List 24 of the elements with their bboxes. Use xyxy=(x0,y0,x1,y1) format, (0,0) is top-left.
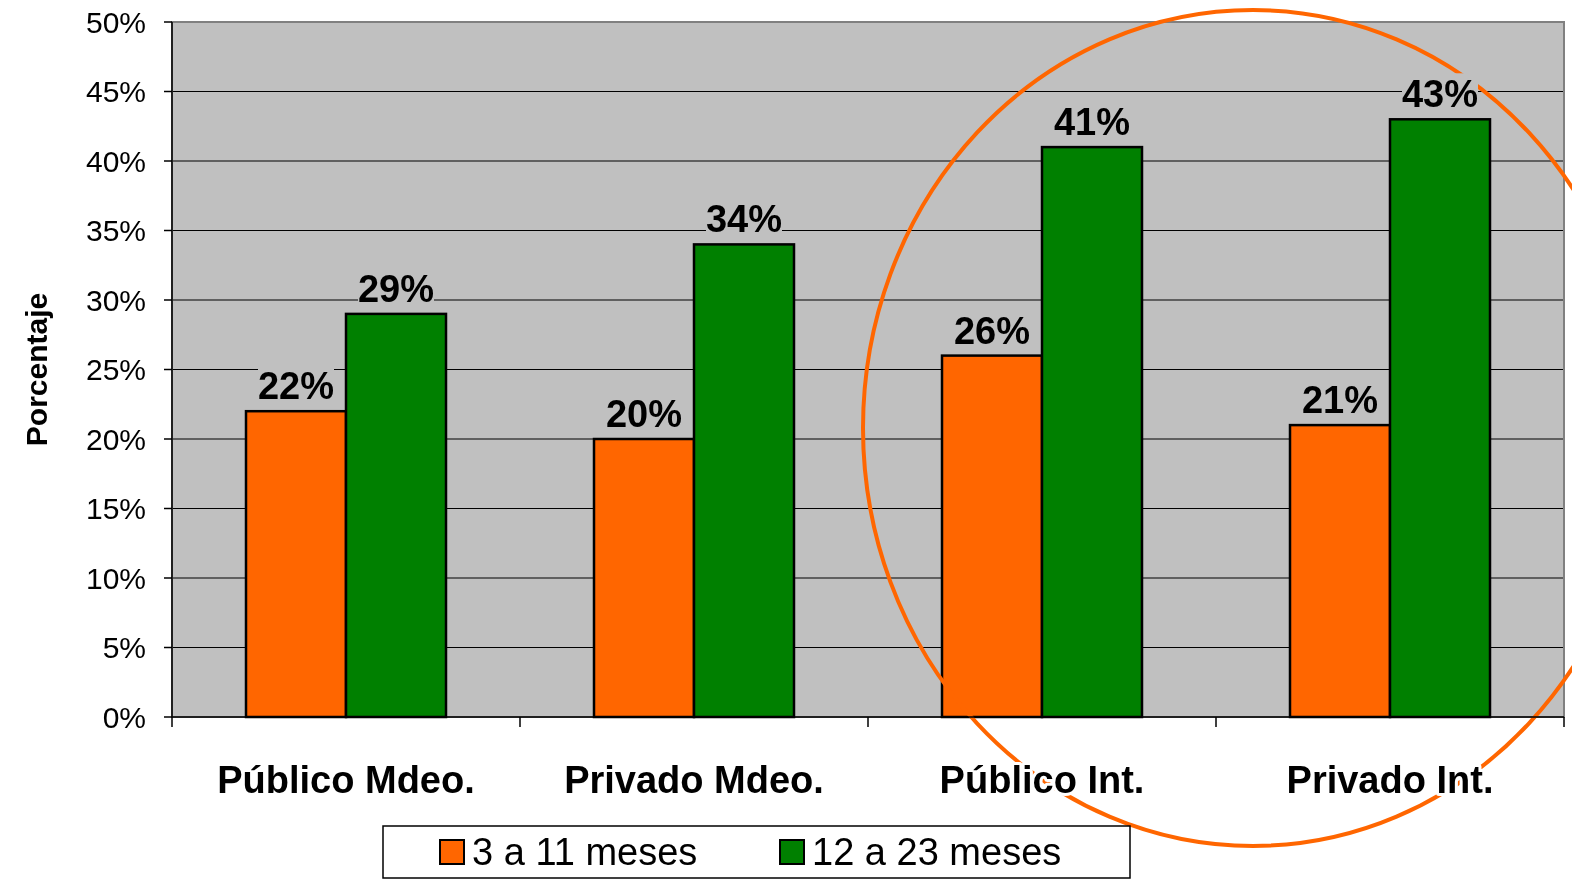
y-tick-label: 30% xyxy=(85,283,146,317)
data-label: 43% xyxy=(1401,73,1479,116)
legend-label: 3 a 11 meses xyxy=(472,831,698,874)
x-tick-label: Privado Mdeo. xyxy=(564,759,824,802)
y-tick-label: 0% xyxy=(102,700,146,734)
y-tick-label: 5% xyxy=(102,631,146,664)
data-label: 34% xyxy=(705,198,783,241)
data-label: 29% xyxy=(357,267,435,310)
y-axis-title: Porcentaje xyxy=(19,292,53,447)
y-tick-label: 45% xyxy=(85,75,146,108)
y-tick-label: 35% xyxy=(85,214,146,247)
data-label: 22% xyxy=(257,365,335,408)
y-tick-label: 10% xyxy=(85,561,146,595)
data-label: 21% xyxy=(1301,379,1379,422)
data-label: 20% xyxy=(605,393,683,435)
x-tick-label: Público Mdeo. xyxy=(217,759,475,802)
y-tick-label: 20% xyxy=(85,422,146,456)
legend-label: 12 a 23 meses xyxy=(812,831,1062,874)
data-label: 41% xyxy=(1053,101,1131,144)
data-label: 26% xyxy=(953,309,1031,352)
y-tick-label: 15% xyxy=(85,492,146,525)
y-tick-label: 40% xyxy=(85,144,146,178)
y-tick-label: 50% xyxy=(85,5,146,39)
y-tick-label: 25% xyxy=(85,353,146,386)
